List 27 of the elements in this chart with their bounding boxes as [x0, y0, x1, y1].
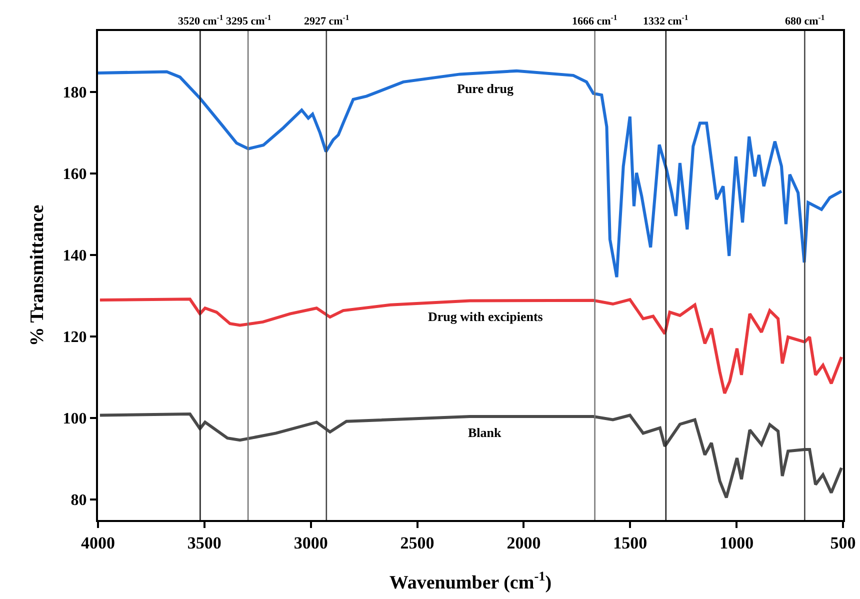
ref-line-label: 1666 cm$^{-1}$: [572, 13, 618, 28]
series-label: Drug with excipients: [428, 309, 543, 324]
line-series: [98, 69, 843, 279]
y-tick-label: 100: [62, 410, 87, 428]
line-series: [98, 298, 843, 395]
ref-line-label: 3520 cm$^{-1}$: [178, 13, 224, 28]
ref-line-label: 1332 cm$^{-1}$: [643, 13, 688, 28]
x-tick-label: 3000: [294, 533, 328, 552]
ref-line-label: 680 cm$^{-1}$: [785, 13, 825, 28]
y-tick-label: 140: [62, 248, 87, 265]
series-label: Blank: [468, 425, 502, 440]
x-tick-label: 3500: [187, 533, 222, 552]
x-tick-label: 1500: [613, 533, 648, 552]
x-tick-label: 2000: [506, 533, 541, 552]
x-axis-title: Wavenumber (cm$^{-1}$): [389, 568, 552, 594]
y-axis-title: % Transmittance: [27, 204, 48, 346]
ref-line-label: 2927 cm$^{-1}$: [304, 13, 350, 28]
series-label: Pure drug: [457, 81, 514, 96]
y-tick-label: 180: [62, 84, 87, 102]
x-tick-label: 2500: [400, 533, 434, 552]
y-tick-label: 160: [62, 166, 87, 184]
x-tick-label: 1000: [720, 533, 754, 552]
y-tick-label: 80: [70, 492, 87, 510]
x-tick-label: 4000: [81, 533, 115, 552]
x-tick-label: 500: [830, 533, 856, 552]
ref-line-label: 3295 cm$^{-1}$: [226, 13, 272, 28]
y-tick-label: 120: [62, 329, 87, 346]
